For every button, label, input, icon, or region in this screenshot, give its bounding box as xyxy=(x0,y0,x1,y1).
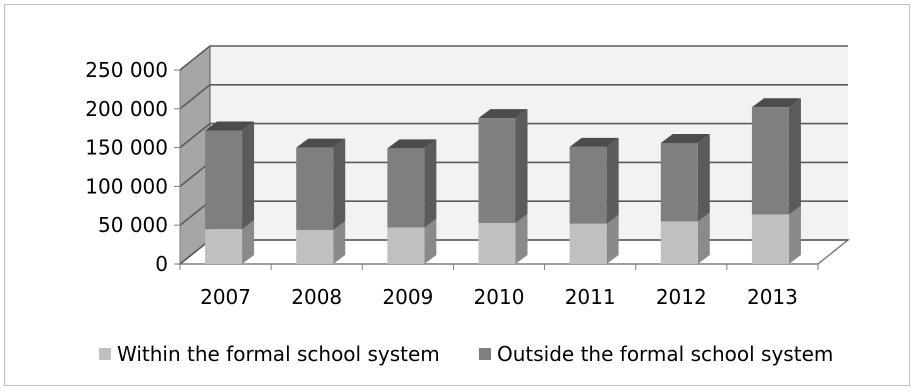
x-tick-label-2009: 2009 xyxy=(382,285,433,309)
bar-top xyxy=(478,109,528,119)
bar-front xyxy=(751,214,789,264)
bar-side xyxy=(242,121,255,230)
bar-side xyxy=(515,213,528,264)
bar-top xyxy=(660,133,710,143)
bar-side xyxy=(424,218,437,264)
bar-top xyxy=(387,139,437,149)
bar-side xyxy=(333,220,346,264)
bar-top xyxy=(296,138,346,148)
legend-item-2: Outside the formal school system xyxy=(479,342,833,366)
legend-label: Outside the formal school system xyxy=(497,342,833,366)
bar-2010-series-2 xyxy=(478,109,528,223)
bar-top xyxy=(569,137,619,147)
gridline xyxy=(179,45,848,71)
bar-side xyxy=(333,138,346,230)
bar-front xyxy=(296,147,334,230)
legend: Within the formal school system Outside t… xyxy=(99,342,833,366)
gridline xyxy=(179,84,848,110)
y-tick-label: 100 000 xyxy=(85,174,168,198)
bar-top xyxy=(205,121,255,131)
bar-2008-series-2 xyxy=(296,138,346,230)
legend-swatch xyxy=(479,348,491,360)
x-tick-label-2012: 2012 xyxy=(656,285,707,309)
bar-front xyxy=(205,130,243,230)
bar-side xyxy=(606,214,619,264)
bar-front xyxy=(751,107,789,215)
x-tick-label-2011: 2011 xyxy=(565,285,616,309)
bar-front xyxy=(569,223,607,264)
bar-front xyxy=(660,221,698,264)
bar-front xyxy=(478,118,516,223)
bar-side xyxy=(242,220,255,264)
y-tick-label: 200 000 xyxy=(85,97,168,121)
bar-side xyxy=(697,212,710,264)
bar-side xyxy=(697,133,710,222)
x-tick-label-2008: 2008 xyxy=(291,285,342,309)
bar-side xyxy=(424,139,437,228)
x-tick-label-2007: 2007 xyxy=(200,285,251,309)
bar-top xyxy=(751,98,801,108)
y-tick-label: 150 000 xyxy=(85,136,168,160)
bar-front xyxy=(478,222,516,264)
x-tick-label-2010: 2010 xyxy=(474,285,525,309)
bar-2011-series-2 xyxy=(569,137,619,224)
y-tick-label: 250 000 xyxy=(85,58,168,82)
bar-2013-series-2 xyxy=(751,98,801,215)
legend-label: Within the formal school system xyxy=(117,342,440,366)
bar-front xyxy=(296,229,334,264)
bar-front xyxy=(205,229,243,264)
bar-front xyxy=(660,142,698,222)
bar-2007-series-2 xyxy=(205,121,255,230)
y-axis: 0 50 000 100 000 150 000 200 000 250 000 xyxy=(85,58,181,276)
bar-2012-series-2 xyxy=(660,133,710,222)
x-tick-label-2013: 2013 xyxy=(747,285,798,309)
bars xyxy=(205,98,801,264)
bar-side xyxy=(788,98,801,215)
bar-front xyxy=(569,146,607,224)
bar-side xyxy=(515,109,528,223)
bar-side xyxy=(606,137,619,224)
x-axis: 2007 2008 2009 2010 2011 2012 2013 xyxy=(179,264,819,309)
bar-front xyxy=(387,148,425,228)
legend-item-1: Within the formal school system xyxy=(99,342,440,366)
bar-front xyxy=(387,227,425,264)
y-tick-label: 50 000 xyxy=(98,213,168,237)
legend-swatch xyxy=(99,348,111,360)
gridline xyxy=(179,122,848,149)
bar-side xyxy=(788,205,801,264)
y-tick-label: 0 xyxy=(155,252,168,276)
bar-2009-series-2 xyxy=(387,139,437,228)
